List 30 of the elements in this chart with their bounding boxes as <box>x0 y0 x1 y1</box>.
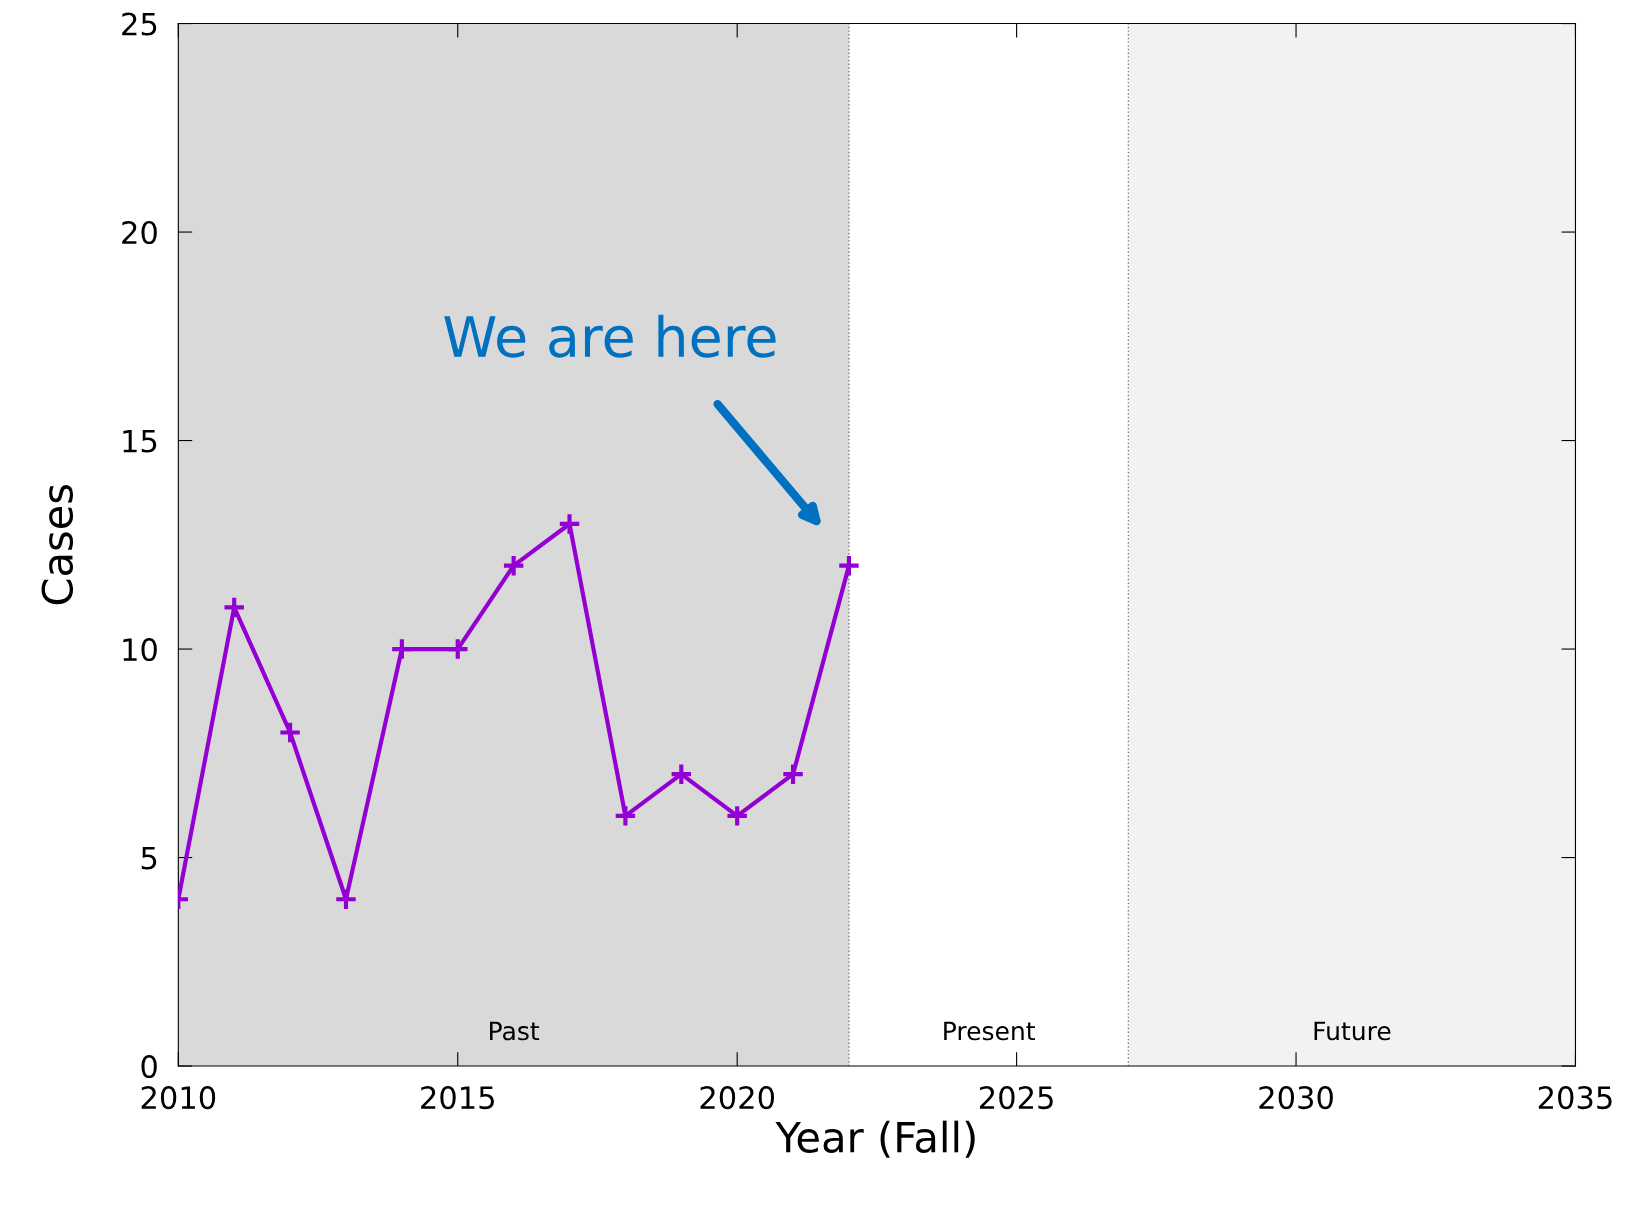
annotation: Present <box>944 1021 1035 1041</box>
point <box>613 804 638 828</box>
point <box>725 804 749 828</box>
x-axis-title: Year (Fall) <box>775 1120 975 1158</box>
y-tick-label: 0 <box>141 1054 157 1079</box>
x-tick-label: 2025 <box>979 1086 1053 1110</box>
y-axis-title: Cases <box>41 485 74 605</box>
band-label: Future <box>1314 1021 1391 1041</box>
y-tick-label: 15 <box>123 429 157 453</box>
y-tick-label: 20 <box>122 220 157 245</box>
point <box>557 512 582 536</box>
y-tick-label: 10 <box>123 637 157 662</box>
point <box>669 762 694 786</box>
band-label: Past <box>490 1021 540 1041</box>
point <box>837 553 861 578</box>
y-tick-label: 5 <box>141 846 157 870</box>
point <box>222 595 247 620</box>
x-tick-label: 2020 <box>700 1086 775 1110</box>
point <box>781 762 805 786</box>
point <box>445 637 470 661</box>
annotation: We are here <box>444 314 776 358</box>
point <box>334 887 358 912</box>
x-tick-label: 2010 <box>141 1086 216 1110</box>
x-tick-label: 2030 <box>1259 1086 1333 1110</box>
x-tick-label: 2015 <box>421 1086 494 1110</box>
y-tick-label: 25 <box>122 12 157 36</box>
point <box>501 553 526 578</box>
x-tick-label: 2035 <box>1538 1086 1612 1110</box>
point <box>390 637 414 661</box>
point <box>278 720 302 745</box>
